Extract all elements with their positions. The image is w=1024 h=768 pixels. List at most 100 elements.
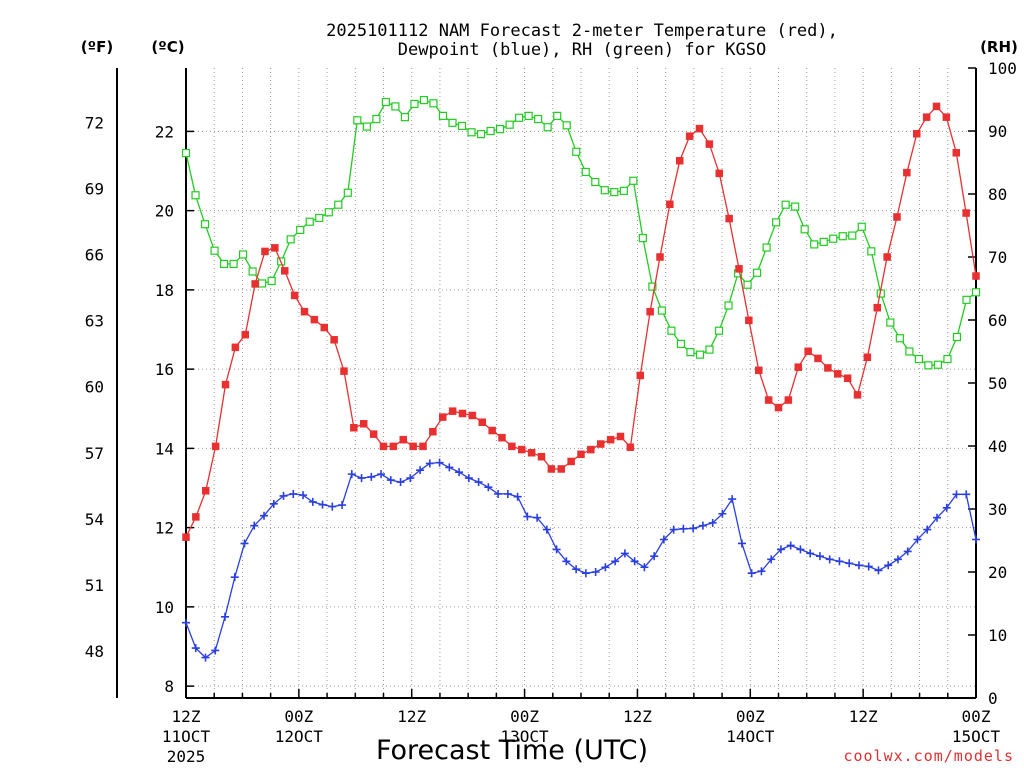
rh-point [296,225,305,235]
rh-point [629,176,638,185]
dewpoint-point [620,549,629,558]
rh-point [657,306,667,315]
dewpoint-point [308,497,317,506]
rh-point [229,259,238,269]
rh-point [324,208,333,217]
rh-point [762,243,771,252]
fahrenheit-unit-label: (ºF) [81,38,113,56]
dewpoint-point [250,521,259,530]
chart-title-line-1: 2025101112 NAM Forecast 2-meter Temperat… [326,21,838,41]
temperature-point [527,448,536,457]
dewpoint-point [718,509,727,518]
rh-point [467,128,476,137]
dewpoint-point [913,535,922,544]
dewpoint-point [299,491,308,500]
dewpoint-point [835,557,844,566]
temperature-point [369,430,378,438]
dewpoint-point [767,555,776,564]
rh-point [362,122,371,131]
temperature-point [843,374,852,382]
rh-point [772,218,781,227]
dewpoint-point [406,474,415,483]
rh-point [810,240,819,249]
fahrenheit-tick-label: 69 [85,180,104,199]
rh-point [933,360,943,369]
temperature-point [429,427,437,436]
x-tick-label-date: 13OCT [500,727,549,746]
rh-point [219,259,229,269]
x-tick-label-time: 12Z [172,707,201,726]
dewpoint-point [474,478,483,487]
temperature-point [597,440,605,448]
rh-point [638,234,647,243]
rh-tick-label: 50 [988,374,1007,393]
temperature-point [804,347,812,356]
temperature-point [656,253,664,261]
dewpoint-point [796,545,805,554]
temperature-point [231,343,240,352]
dewpoint-point [952,490,961,499]
rh-point [943,354,952,364]
rh-point [819,237,828,246]
temperature-point [932,102,941,111]
rh-point [695,350,705,359]
dewpoint-point [367,472,376,481]
rh-unit-label: (RH) [980,38,1018,56]
rh-point [600,186,609,195]
fahrenheit-tick-label: 66 [85,246,104,265]
rh-point [791,202,800,211]
dewpoint-point [669,525,678,534]
rh-point [914,354,923,364]
dewpoint-point [864,562,873,571]
temperature-point [883,253,891,261]
rh-point [305,217,314,226]
rh-tick-label: 20 [988,563,1007,582]
temperature-point [409,442,417,451]
temperature-point [853,391,862,399]
rh-tick-label: 10 [988,626,1007,645]
dewpoint-point [728,495,737,504]
rh-tick-label: 0 [988,689,998,708]
dewpoint-point [591,568,600,576]
temperature-point [281,267,289,275]
temperature-point [913,130,921,138]
temperature-point [834,370,842,378]
rh-point [286,235,295,244]
dewpoint-point [874,566,883,575]
temperature-point [251,280,259,288]
temperature-point [764,396,773,404]
x-tick-label-time: 12Z [623,707,652,726]
fahrenheit-tick-label: 57 [85,444,104,463]
dewpoint-point [757,567,766,576]
rh-point [486,126,495,136]
temperature-point [350,424,358,432]
rh-point [553,111,562,120]
celsius-tick-label: 22 [155,122,174,141]
rh-point [581,167,590,177]
rh-point [562,121,571,130]
rh-point [448,118,457,127]
temperature-point [735,265,743,273]
temperature-point [508,442,516,451]
temperature-point [873,303,881,312]
rh-tick-label: 40 [988,437,1007,456]
rh-point [591,177,600,187]
rh-point [505,120,514,129]
temperature-point [439,413,447,421]
grid-lines [186,68,976,698]
temperature-point [715,169,723,178]
dewpoint-point [396,478,405,487]
temperature-point [745,316,753,325]
rh-point [210,246,219,255]
temperature-point [340,367,348,375]
rh-point [610,188,619,197]
temperature-point [547,465,556,473]
x-tick-label-year: 2025 [167,747,206,766]
dewpoint-point [562,557,571,566]
temperature-point [241,330,249,339]
rh-point [495,125,505,134]
rh-tick-label: 60 [988,311,1007,330]
dewpoint-point [923,525,932,534]
temperature-point [922,113,931,121]
dewpoint-point [455,468,464,477]
